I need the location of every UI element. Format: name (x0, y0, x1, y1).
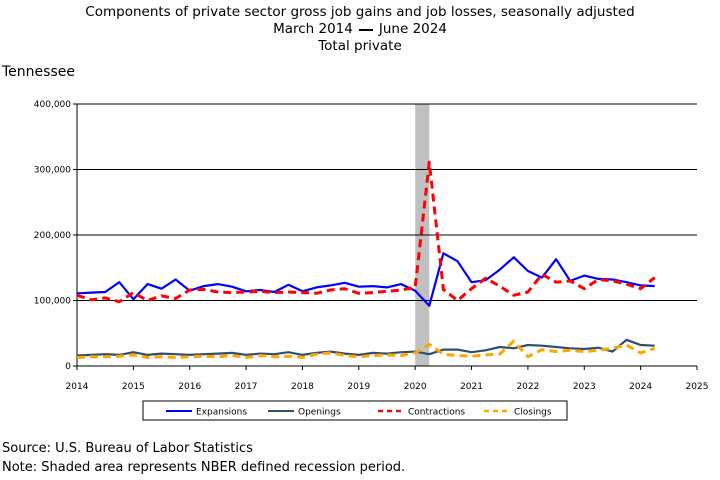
x-tick-label: 2017 (235, 382, 258, 392)
y-tick-label: 400,000 (34, 100, 71, 110)
chart-subtitle-2: Total private (318, 38, 402, 54)
y-tick-label: 200,000 (34, 231, 71, 241)
x-tick-label: 2025 (686, 382, 709, 392)
y-tick-label: 100,000 (34, 297, 71, 307)
x-tick-label: 2016 (178, 382, 201, 392)
x-tick-label: 2022 (516, 382, 539, 392)
series-line-contractions (76, 160, 656, 304)
series-line-expansions (76, 252, 655, 307)
legend-label-openings: Openings (298, 408, 341, 418)
legend-box (142, 400, 568, 421)
subtitle-end: June 2024 (378, 21, 447, 37)
series-line-closings (76, 339, 656, 359)
region-label: Tennessee (2, 64, 75, 80)
chart-title-block: Components of private sector gross job g… (0, 4, 720, 55)
recession-note: Note: Shaded area represents NBER define… (2, 460, 406, 475)
series-line-openings (76, 338, 655, 357)
source-note: Source: U.S. Bureau of Labor Statistics (2, 441, 253, 456)
x-tick-label: 2015 (122, 382, 145, 392)
x-tick-label: 2024 (629, 382, 652, 392)
x-tick-label: 2020 (404, 382, 427, 392)
dash-separator (358, 28, 373, 31)
y-tick-label: 0 (65, 362, 71, 372)
legend-label-expansions: Expansions (196, 408, 247, 418)
legend-label-closings: Closings (514, 408, 552, 418)
chart-subtitle: March 2014 June 2024 (273, 21, 447, 38)
legend-label-contractions: Contractions (408, 408, 465, 418)
x-tick-label: 2021 (460, 382, 483, 392)
x-tick-label: 2014 (66, 382, 89, 392)
y-tick-label: 300,000 (34, 166, 71, 176)
x-tick-label: 2018 (291, 382, 314, 392)
subtitle-start: March 2014 (273, 21, 353, 37)
x-tick-label: 2023 (573, 382, 596, 392)
chart-title: Components of private sector gross job g… (85, 4, 635, 20)
x-tick-label: 2019 (347, 382, 370, 392)
